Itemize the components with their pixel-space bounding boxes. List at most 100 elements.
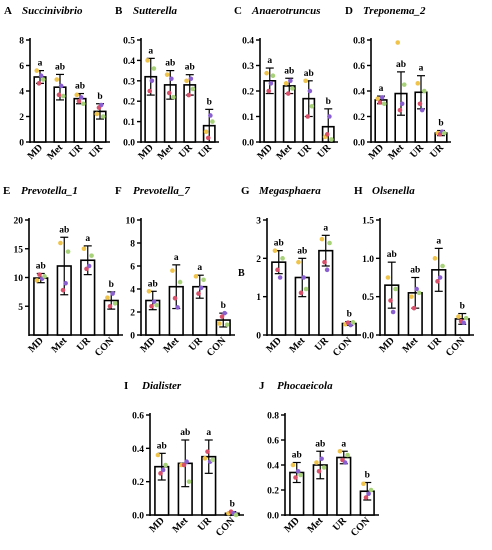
- y-tick-label: 0.0: [362, 332, 374, 342]
- data-point: [463, 315, 469, 321]
- x-category-label: UR: [313, 335, 332, 354]
- y-tick-label: 15: [14, 245, 24, 255]
- significance-label: ab: [75, 82, 85, 92]
- data-point: [363, 495, 369, 500]
- data-point: [154, 302, 159, 308]
- y-tick-label: 8: [19, 37, 24, 47]
- data-point: [432, 256, 438, 261]
- x-category-label: UR: [331, 515, 350, 534]
- data-point: [375, 96, 381, 101]
- significance-label: ab: [410, 266, 420, 276]
- bar: [374, 99, 388, 143]
- data-point: [342, 460, 348, 465]
- data-point: [316, 468, 322, 474]
- data-point: [184, 459, 189, 464]
- panel-letter: D: [345, 5, 353, 17]
- x-category-label: UR: [87, 142, 106, 161]
- significance-label: a: [379, 84, 384, 94]
- significance-label: ab: [148, 279, 158, 289]
- y-tick-label: 1.5: [362, 217, 374, 227]
- bar: [33, 277, 49, 336]
- panel-letter: G: [241, 185, 250, 197]
- data-point: [86, 263, 92, 269]
- data-point: [169, 76, 174, 82]
- data-point: [270, 73, 276, 78]
- y-tick-label: 8: [130, 240, 135, 250]
- data-point: [208, 113, 213, 118]
- y-tick-label: 2: [130, 309, 135, 319]
- data-point: [203, 129, 209, 135]
- y-tick-label: 0.0: [267, 512, 279, 522]
- data-point: [155, 452, 161, 458]
- y-tick-label: 4: [19, 88, 24, 98]
- data-point: [222, 310, 227, 316]
- data-point: [275, 267, 280, 273]
- significance-label: a: [38, 59, 43, 69]
- data-point: [435, 279, 440, 284]
- data-point: [175, 305, 180, 310]
- data-point: [414, 286, 419, 292]
- data-point: [145, 58, 150, 63]
- x-category-label: MD: [367, 142, 387, 162]
- data-point: [393, 286, 398, 292]
- y-tick-label: 0.4: [132, 445, 144, 455]
- y-tick-label: 0.2: [132, 478, 144, 488]
- data-point: [217, 321, 222, 326]
- data-point: [105, 295, 110, 300]
- x-category-label: MD: [255, 142, 275, 162]
- data-point: [36, 81, 42, 86]
- data-point: [56, 92, 62, 98]
- data-point: [210, 457, 215, 463]
- data-point: [40, 77, 46, 82]
- panel-title: Anaerotruncus: [251, 5, 320, 17]
- significance-label: ab: [304, 69, 314, 79]
- data-point: [81, 246, 87, 252]
- significance-label: ab: [165, 59, 175, 69]
- panel-title: Olsenella: [372, 185, 415, 197]
- y-tick-label: 0.2: [267, 487, 279, 497]
- chart-panel-e: E Prevotella_1 5 10 15 20 ab MD ab Met a UR b CON: [3, 185, 123, 359]
- data-point: [54, 77, 60, 82]
- y-tick-label: 20: [14, 217, 24, 227]
- x-category-label: UR: [196, 515, 215, 534]
- data-point: [186, 479, 192, 484]
- significance-label: ab: [284, 66, 294, 76]
- significance-label: a: [85, 234, 90, 244]
- y-tick-label: 0.4: [242, 37, 254, 47]
- x-category-label: CON: [93, 335, 117, 359]
- significance-label: ab: [180, 428, 190, 438]
- panel-title: Megasphaera: [258, 185, 321, 197]
- y-tick-label: 0.4: [353, 88, 365, 98]
- significance-label: a: [267, 56, 272, 66]
- data-point: [361, 481, 366, 487]
- x-category-label: Met: [274, 142, 294, 162]
- significance-label: ab: [55, 62, 65, 72]
- y-tick-label: 2: [19, 113, 24, 123]
- significance-label: a: [436, 236, 441, 246]
- data-point: [377, 100, 383, 105]
- y-tick-label: 0.0: [123, 139, 135, 149]
- data-point: [65, 249, 71, 254]
- data-point: [288, 78, 293, 84]
- y-tick-label: 0.0: [353, 139, 365, 149]
- data-point: [298, 290, 304, 296]
- data-point: [170, 268, 175, 273]
- x-category-label: UR: [408, 142, 427, 161]
- data-point: [163, 462, 168, 468]
- significance-label: ab: [157, 441, 167, 451]
- data-point: [295, 468, 301, 474]
- significance-label: a: [197, 263, 202, 273]
- x-category-label: MD: [147, 515, 167, 535]
- x-category-label: UR: [75, 335, 94, 354]
- y-tick-label: 6: [130, 263, 135, 273]
- x-category-label: Met: [45, 142, 65, 162]
- data-point: [437, 275, 443, 280]
- data-point: [164, 72, 170, 77]
- y-tick-label: 0.0: [132, 512, 144, 522]
- significance-label: a: [206, 428, 211, 438]
- data-point: [184, 78, 189, 84]
- data-point: [417, 101, 423, 107]
- y-tick-label: 3: [256, 217, 261, 227]
- data-point: [399, 101, 405, 107]
- significance-label: a: [419, 64, 424, 74]
